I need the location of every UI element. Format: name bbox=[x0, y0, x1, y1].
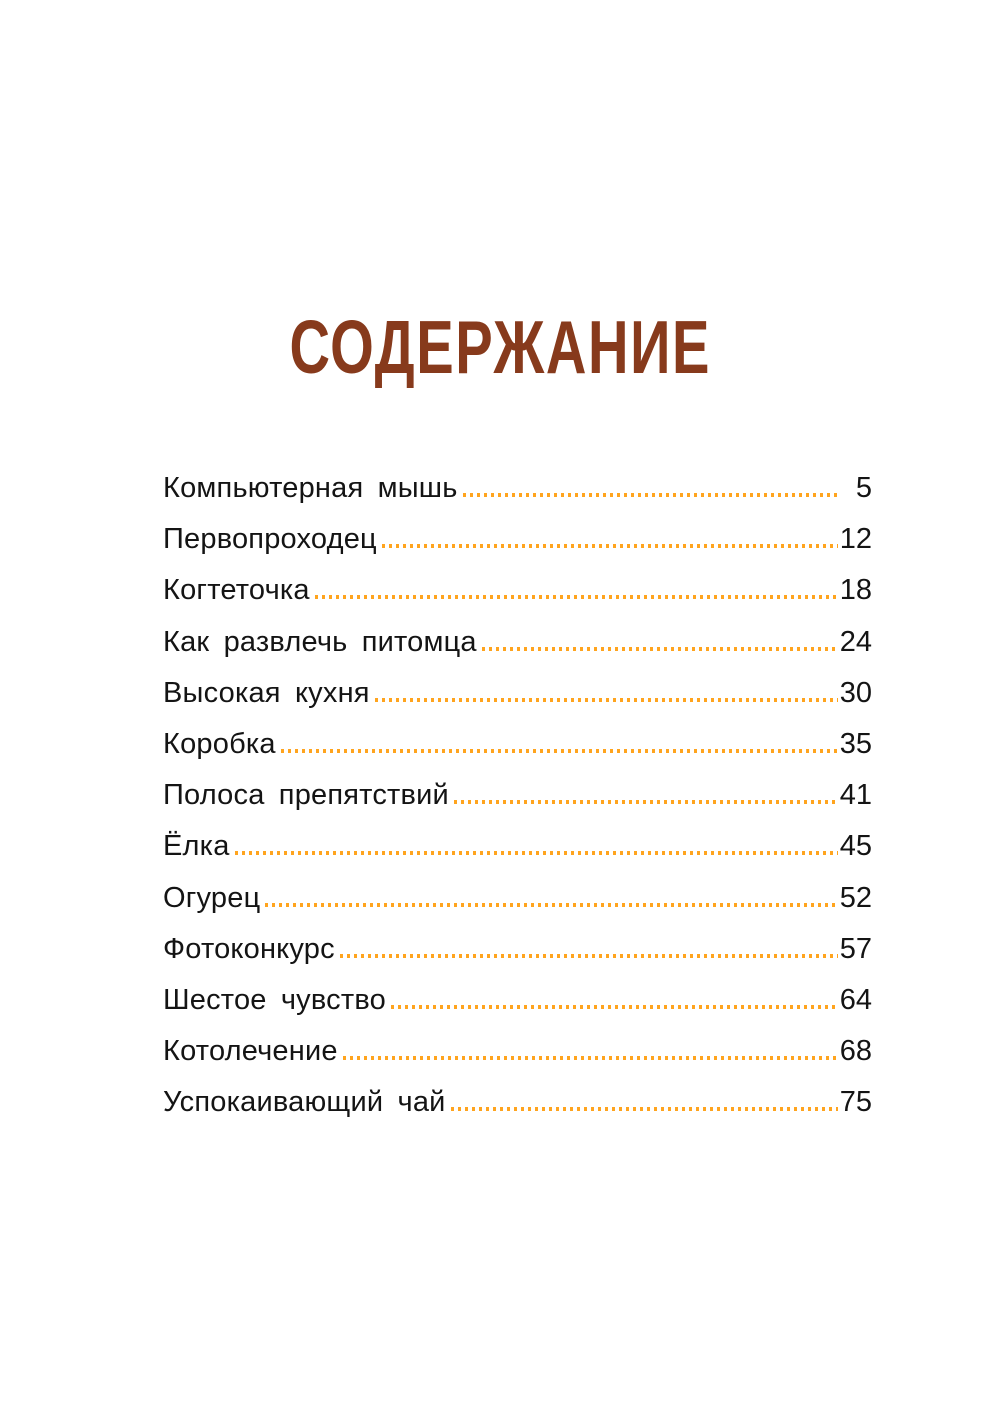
toc-leader-dots bbox=[342, 1056, 838, 1061]
toc-entry-label: Котолечение bbox=[163, 1035, 338, 1068]
toc-entry-page: 45 bbox=[839, 830, 872, 863]
toc-leader-dots bbox=[265, 902, 838, 907]
toc-leader-dots bbox=[381, 544, 838, 549]
toc-entry-label: Фотоконкурс bbox=[163, 932, 335, 965]
toc-entry: Коробка 35 bbox=[163, 728, 872, 779]
toc-entry-page: 18 bbox=[839, 574, 872, 607]
toc-entry: Первопроходец 12 bbox=[163, 523, 872, 574]
toc-leader-dots bbox=[462, 493, 838, 497]
toc-leader-dots bbox=[450, 1107, 838, 1112]
table-of-contents: Компьютерная мышь 5 Первопроходец 12 Ког… bbox=[163, 472, 872, 1137]
toc-entry-label: Коробка bbox=[163, 727, 276, 760]
toc-entry: Как развлечь питомца 24 bbox=[163, 626, 872, 677]
toc-entry: Шестое чувство 64 bbox=[163, 984, 872, 1035]
toc-leader-dots bbox=[481, 646, 838, 651]
toc-entry-page: 41 bbox=[839, 779, 872, 812]
toc-entry-page: 5 bbox=[855, 472, 872, 504]
toc-leader-dots bbox=[280, 748, 838, 753]
toc-entry-page: 30 bbox=[839, 676, 872, 709]
toc-leader-dots bbox=[339, 953, 838, 958]
toc-entry: Высокая кухня 30 bbox=[163, 677, 872, 728]
page-title: СОДЕРЖАНИЕ bbox=[289, 306, 711, 390]
toc-entry: Успокаивающий чай 75 bbox=[163, 1086, 872, 1137]
toc-entry-page: 52 bbox=[839, 881, 872, 914]
title-wrap: СОДЕРЖАНИЕ bbox=[0, 306, 1000, 390]
toc-entry-page: 35 bbox=[839, 727, 872, 760]
toc-leader-dots bbox=[390, 1004, 838, 1009]
toc-leader-dots bbox=[374, 697, 838, 702]
toc-entry: Полоса препятствий 41 bbox=[163, 779, 872, 830]
toc-entry-page: 68 bbox=[839, 1035, 872, 1068]
toc-entry-page: 75 bbox=[839, 1086, 872, 1119]
toc-entry-label: Компьютерная мышь bbox=[163, 472, 458, 504]
toc-leader-dots bbox=[453, 800, 838, 805]
toc-entry-label: Ёлка bbox=[163, 830, 230, 863]
toc-entry-label: Полоса препятствий bbox=[163, 779, 449, 812]
toc-leader-dots bbox=[314, 595, 838, 600]
toc-entry-page: 12 bbox=[839, 523, 872, 556]
toc-entry-label: Когтеточка bbox=[163, 574, 310, 607]
toc-entry-label: Успокаивающий чай bbox=[163, 1086, 446, 1119]
toc-entry: Ёлка 45 bbox=[163, 830, 872, 881]
toc-entry-label: Первопроходец bbox=[163, 523, 377, 556]
toc-entry-label: Шестое чувство bbox=[163, 983, 386, 1016]
toc-entry: Огурец 52 bbox=[163, 882, 872, 933]
toc-entry: Котолечение 68 bbox=[163, 1035, 872, 1086]
toc-entry-label: Огурец bbox=[163, 881, 261, 914]
toc-entry-label: Как развлечь питомца bbox=[163, 625, 477, 658]
toc-leader-dots bbox=[234, 851, 838, 856]
toc-entry: Фотоконкурс 57 bbox=[163, 933, 872, 984]
toc-entry-page: 64 bbox=[839, 983, 872, 1016]
toc-entry: Когтеточка 18 bbox=[163, 574, 872, 625]
toc-entry-page: 24 bbox=[839, 625, 872, 658]
toc-entry-page: 57 bbox=[839, 932, 872, 965]
toc-entry-label: Высокая кухня bbox=[163, 676, 370, 709]
toc-entry: Компьютерная мышь 5 bbox=[163, 472, 872, 523]
